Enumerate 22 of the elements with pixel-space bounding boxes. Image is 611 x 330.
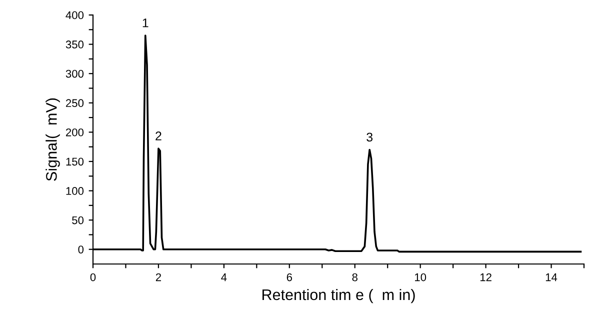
x-tick-label: 0 [90, 273, 96, 282]
x-tick-label: 14 [546, 273, 558, 282]
annotation: 1 [142, 18, 148, 28]
y-tick-label: 50 [72, 216, 84, 224]
annotation: 3 [366, 132, 373, 142]
x-tick-label: 6 [286, 273, 292, 282]
annotation: 2 [156, 132, 162, 140]
x-tick-label: 2 [156, 273, 161, 282]
x-tick-label: 10 [415, 273, 426, 282]
x-tick-label: 8 [352, 273, 358, 282]
y-tick-label: 150 [66, 158, 84, 166]
x-tick-label: 4 [221, 273, 227, 282]
x-axis-title: Retention tim e ( m in) [262, 288, 415, 304]
x-tick-label: 12 [480, 273, 492, 282]
y-axis-title: Signal( mV) [46, 98, 60, 181]
y-tick-label: 250 [66, 99, 84, 108]
y-tick-label: 400 [66, 11, 84, 20]
y-tick-label: 0 [78, 246, 84, 254]
y-tick-label: 300 [66, 70, 84, 78]
y-tick-label: 350 [66, 40, 84, 48]
y-tick-label: 100 [66, 187, 84, 195]
y-tick-label: 200 [66, 128, 84, 136]
